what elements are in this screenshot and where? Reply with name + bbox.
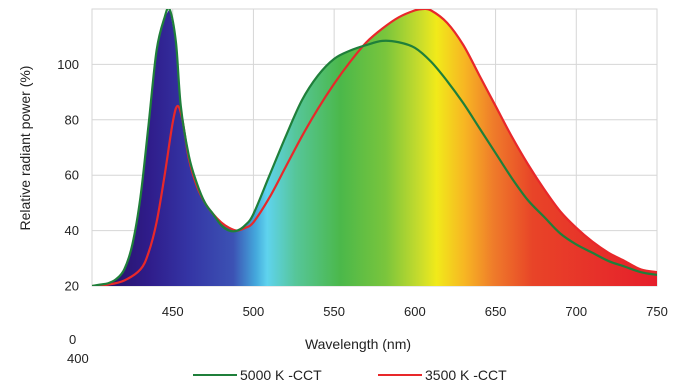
x-tick-label: 750	[646, 304, 668, 319]
series-lines	[92, 9, 657, 286]
series-line-5000k	[92, 9, 657, 286]
spectrum-area-fill	[92, 9, 657, 286]
x-axis-title: Wavelength (nm)	[305, 336, 411, 352]
x-tick-label: 600	[404, 304, 426, 319]
legend-label-3500k: 3500 K -CCT	[425, 367, 507, 383]
y-tick-label: 80	[65, 112, 79, 127]
x-tick-label: 450	[162, 304, 184, 319]
legend-label-5000k: 5000 K -CCT	[240, 367, 322, 383]
x-tick-label: 700	[565, 304, 587, 319]
legend-swatch-3500k	[378, 374, 422, 376]
legend-item-5000k: 5000 K -CCT	[193, 367, 322, 383]
x-tick-label: 650	[485, 304, 507, 319]
x-tick-label: 550	[323, 304, 345, 319]
x-tick-label: 500	[243, 304, 265, 319]
y-tick-label: 20	[65, 279, 79, 294]
y-tick-label: 40	[65, 223, 79, 238]
series-line-3500k	[92, 9, 657, 286]
stray-x-origin-label: 400	[67, 351, 89, 366]
legend-item-3500k: 3500 K -CCT	[378, 367, 507, 383]
x-tick-labels: 450 500 550 600 650 700 750	[162, 304, 668, 319]
y-tick-label: 100	[57, 57, 79, 72]
y-axis-title: Relative radiant power (%)	[17, 66, 33, 231]
y-tick-label: 60	[65, 168, 79, 183]
stray-y-origin-label: 0	[69, 332, 77, 347]
legend-swatch-5000k	[193, 374, 237, 376]
y-tick-labels: 20 40 60 80 100	[57, 57, 79, 294]
